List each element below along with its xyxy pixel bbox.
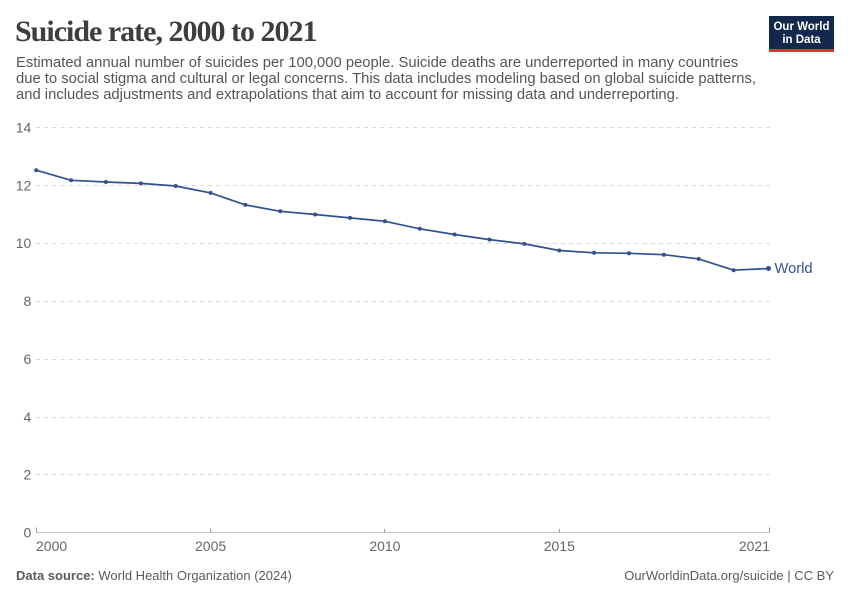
svg-text:2000: 2000 <box>36 538 67 554</box>
svg-text:14: 14 <box>16 120 32 136</box>
svg-text:2010: 2010 <box>369 538 400 554</box>
svg-text:2: 2 <box>24 467 32 483</box>
svg-text:10: 10 <box>16 235 32 251</box>
svg-text:12: 12 <box>16 177 32 193</box>
svg-text:6: 6 <box>24 351 32 367</box>
svg-text:4: 4 <box>24 409 32 425</box>
svg-text:2005: 2005 <box>195 538 226 554</box>
svg-text:World: World <box>775 261 813 277</box>
svg-text:8: 8 <box>24 293 32 309</box>
svg-text:2021: 2021 <box>739 538 770 554</box>
svg-text:0: 0 <box>24 525 32 541</box>
svg-text:2015: 2015 <box>544 538 575 554</box>
